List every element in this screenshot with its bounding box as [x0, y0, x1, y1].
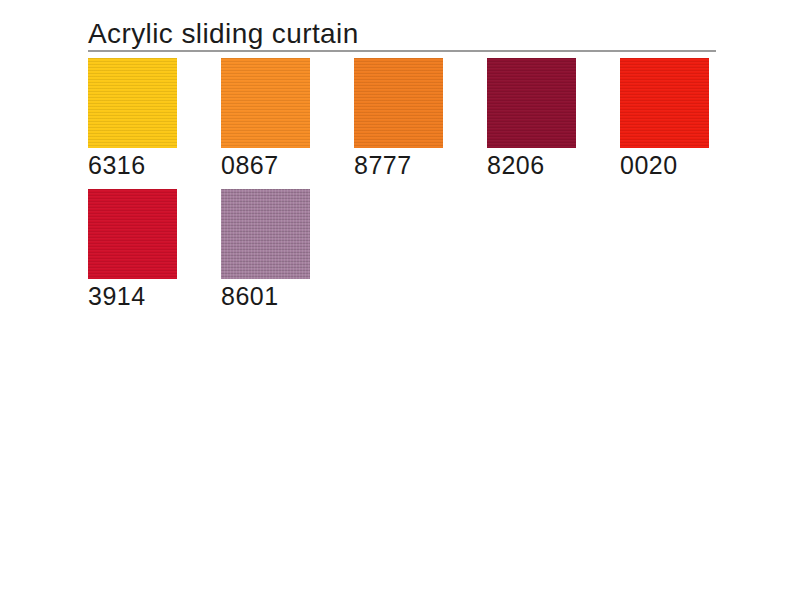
swatch-code: 0867 — [221, 152, 310, 179]
swatch-item: 3914 — [88, 189, 177, 310]
catalog-page: Acrylic sliding curtain 6316 0867 8777 8… — [0, 0, 800, 600]
swatch-code: 8206 — [487, 152, 576, 179]
swatch-row-2: 3914 8601 — [88, 189, 716, 310]
swatch-code: 3914 — [88, 283, 177, 310]
swatch-item: 0867 — [221, 58, 310, 179]
swatch-code: 8777 — [354, 152, 443, 179]
fabric-swatch — [88, 58, 177, 148]
swatch-item: 8206 — [487, 58, 576, 179]
swatch-item: 6316 — [88, 58, 177, 179]
swatch-item: 0020 — [620, 58, 709, 179]
page-title: Acrylic sliding curtain — [88, 19, 716, 48]
swatch-code: 6316 — [88, 152, 177, 179]
swatch-item: 8601 — [221, 189, 310, 310]
fabric-swatch — [354, 58, 443, 148]
swatch-code: 0020 — [620, 152, 709, 179]
title-divider — [88, 50, 716, 52]
fabric-swatch — [221, 189, 310, 279]
fabric-swatch — [221, 58, 310, 148]
fabric-swatch — [620, 58, 709, 148]
swatch-code: 8601 — [221, 283, 310, 310]
fabric-swatch — [88, 189, 177, 279]
swatch-row-1: 6316 0867 8777 8206 0020 — [88, 58, 716, 179]
catalog-content: Acrylic sliding curtain 6316 0867 8777 8… — [88, 0, 716, 310]
fabric-swatch — [487, 58, 576, 148]
swatch-item: 8777 — [354, 58, 443, 179]
